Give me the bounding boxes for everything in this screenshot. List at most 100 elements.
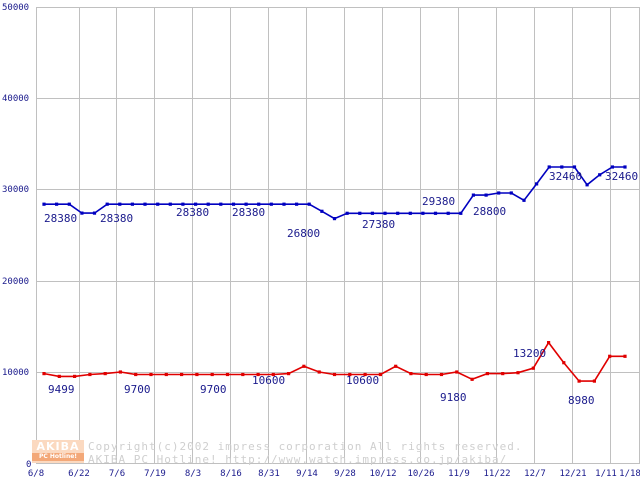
x-tick-0: 6/8 xyxy=(28,469,44,479)
y-tick-30000: 30000 xyxy=(2,185,29,195)
value-label: 26800 xyxy=(287,227,320,240)
x-axis-tick-labels: 6/8 6/22 7/6 7/19 8/3 8/16 8/31 9/14 9/2… xyxy=(28,469,640,479)
data-point xyxy=(439,372,444,377)
data-point xyxy=(269,202,273,206)
x-tick-3: 7/19 xyxy=(144,469,166,479)
data-point xyxy=(424,372,428,377)
data-point xyxy=(180,372,184,377)
logo-subtitle: PC Hotline! xyxy=(32,453,84,461)
y-tick-0: 0 xyxy=(26,460,31,470)
value-label: 32460 xyxy=(549,170,582,183)
data-point xyxy=(421,211,425,215)
data-point xyxy=(256,372,260,377)
data-point xyxy=(42,372,46,376)
data-point xyxy=(562,361,566,365)
data-point xyxy=(408,211,412,215)
value-label: 8980 xyxy=(568,394,595,407)
data-point xyxy=(358,211,362,215)
data-point xyxy=(348,372,352,377)
data-point xyxy=(57,374,61,378)
y-axis-tick-labels: 50000 40000 30000 20000 10000 0 xyxy=(2,3,31,470)
x-tick-9: 10/12 xyxy=(369,469,396,479)
data-point xyxy=(531,366,535,370)
value-label: 9499 xyxy=(48,383,75,396)
data-point xyxy=(598,173,602,177)
data-point xyxy=(103,372,107,376)
data-point xyxy=(241,372,245,377)
data-point xyxy=(317,370,321,374)
value-label: 9700 xyxy=(200,383,227,396)
data-point xyxy=(231,202,236,206)
x-tick-2: 7/6 xyxy=(109,469,125,479)
x-tick-6: 8/31 xyxy=(258,469,280,479)
data-point xyxy=(55,202,59,206)
data-point xyxy=(592,379,596,383)
y-tick-50000: 50000 xyxy=(2,3,29,13)
value-label: 28380 xyxy=(100,212,133,225)
data-point xyxy=(378,372,382,377)
value-label: 10600 xyxy=(252,374,285,387)
data-point xyxy=(471,193,475,197)
data-point xyxy=(363,372,367,377)
value-label: 28380 xyxy=(232,206,265,219)
data-point xyxy=(484,193,488,197)
x-tick-7: 9/14 xyxy=(296,469,318,479)
data-point xyxy=(130,202,134,206)
series-layer xyxy=(42,165,627,383)
data-point xyxy=(459,211,463,215)
data-point xyxy=(219,202,223,206)
data-point xyxy=(244,202,248,206)
data-point xyxy=(195,372,199,377)
value-label: 28380 xyxy=(176,206,209,219)
data-point xyxy=(446,211,450,215)
data-point xyxy=(257,202,261,206)
data-point xyxy=(345,211,349,215)
data-point xyxy=(118,202,122,206)
x-tick-15: 1/11 xyxy=(595,469,617,479)
data-point xyxy=(164,372,168,377)
y-tick-20000: 20000 xyxy=(2,277,29,287)
data-point xyxy=(282,202,286,206)
data-point xyxy=(149,372,153,377)
value-label: 10600 xyxy=(346,374,379,387)
data-point xyxy=(409,372,413,376)
data-point xyxy=(73,374,77,378)
data-point xyxy=(370,211,374,215)
data-point xyxy=(547,165,551,169)
x-tick-10: 10/26 xyxy=(407,469,434,479)
data-point xyxy=(396,211,400,215)
x-tick-14: 12/21 xyxy=(559,469,586,479)
data-point xyxy=(577,379,581,383)
data-point xyxy=(271,372,275,377)
data-point xyxy=(287,372,291,376)
value-label: 13200 xyxy=(513,347,546,360)
data-point xyxy=(509,191,513,195)
data-point xyxy=(156,202,160,206)
x-tick-5: 8/16 xyxy=(220,469,242,479)
value-label: 29380 xyxy=(422,195,455,208)
x-tick-8: 9/28 xyxy=(334,469,356,479)
data-point xyxy=(206,202,210,206)
data-point xyxy=(42,202,46,206)
value-label: 9700 xyxy=(124,383,151,396)
y-tick-10000: 10000 xyxy=(2,368,29,378)
data-point xyxy=(320,209,324,213)
watermark-line-1: Copyright(c)2002 impress corporation All… xyxy=(88,440,523,453)
plot-area-background xyxy=(36,7,640,463)
data-point xyxy=(516,371,520,375)
vertical-gridlines xyxy=(36,7,640,463)
value-label: 32460 xyxy=(605,170,638,183)
data-point xyxy=(307,202,311,206)
data-point xyxy=(210,372,214,377)
data-point xyxy=(383,211,387,215)
akiba-pc-hotline-logo: AKIBA PC Hotline! xyxy=(32,440,84,463)
watermark-line-2: AKIBA PC Hotline! http://www.watch.impre… xyxy=(88,453,507,466)
value-annotation-layer: 28380 28380 28380 28380 26800 27380 29380 28800… xyxy=(44,170,638,407)
x-tick-13: 12/7 xyxy=(524,469,546,479)
data-point xyxy=(181,202,185,206)
data-point xyxy=(143,202,147,206)
data-point xyxy=(134,372,138,377)
data-point xyxy=(394,364,398,368)
